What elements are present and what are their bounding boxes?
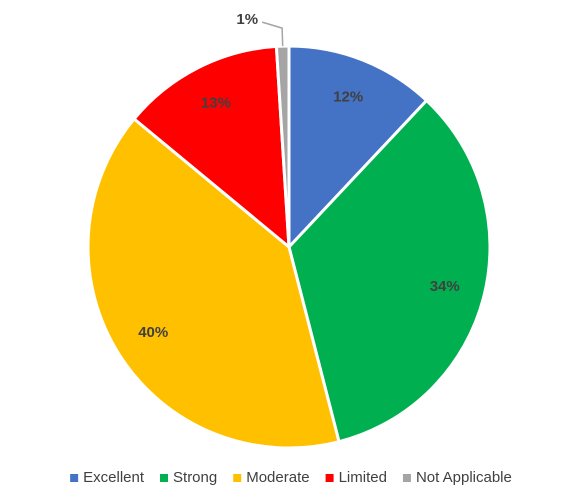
legend-swatch — [325, 474, 334, 482]
legend-swatch — [70, 474, 79, 482]
legend-swatch — [233, 474, 242, 482]
legend-label: Not Applicable — [416, 469, 512, 486]
pie-slice — [132, 44, 291, 251]
leader-line — [261, 21, 284, 47]
data-label: 1% — [236, 11, 258, 28]
legend: Excellent Strong Moderate Limited Not Applic… — [70, 469, 512, 486]
legend-swatch — [402, 474, 411, 482]
data-label: 40% — [138, 324, 168, 341]
data-label: 13% — [201, 95, 231, 112]
legend-label: Moderate — [246, 469, 309, 486]
legend-label: Excellent — [83, 469, 145, 486]
data-label: 12% — [333, 88, 363, 105]
pie-slice — [287, 98, 492, 444]
legend-label: Strong — [173, 469, 217, 486]
pie-slice — [86, 116, 341, 450]
legend-label: Limited — [339, 469, 387, 486]
data-label: 34% — [430, 278, 460, 295]
legend-swatch — [160, 474, 169, 482]
pie-slice — [287, 44, 429, 251]
